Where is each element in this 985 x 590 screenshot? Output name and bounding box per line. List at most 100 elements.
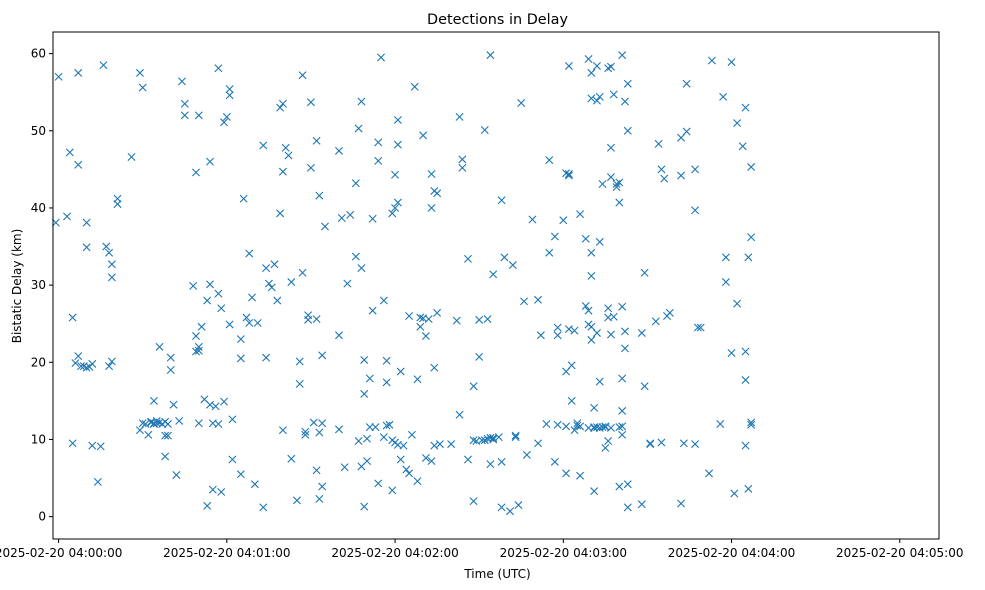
data-point-214 <box>458 155 467 164</box>
data-point-370 <box>733 299 742 308</box>
data-point-180 <box>393 115 402 124</box>
data-point-322 <box>615 178 624 187</box>
data-point-126 <box>306 163 315 172</box>
data-point-157 <box>363 434 372 443</box>
data-point-208 <box>435 440 444 449</box>
data-point-159 <box>365 423 374 432</box>
data-point-341 <box>646 440 655 449</box>
data-point-118 <box>295 379 304 388</box>
data-point-119 <box>295 357 304 366</box>
data-point-31 <box>135 68 144 77</box>
data-point-156 <box>363 457 372 466</box>
data-point-259 <box>559 216 568 225</box>
data-point-105 <box>267 283 276 292</box>
y-tick-label-0: 0 <box>38 510 46 524</box>
data-point-270 <box>570 426 579 435</box>
data-point-39 <box>149 396 158 405</box>
data-point-145 <box>346 210 355 219</box>
data-point-366 <box>727 349 736 358</box>
data-point-18 <box>93 477 102 486</box>
data-point-359 <box>696 323 705 332</box>
data-point-33 <box>138 419 147 428</box>
data-point-227 <box>483 315 492 324</box>
data-point-277 <box>581 301 590 310</box>
data-point-117 <box>292 496 301 505</box>
data-point-244 <box>517 99 526 107</box>
data-point-349 <box>677 499 686 508</box>
data-point-173 <box>388 209 397 218</box>
data-point-79 <box>214 64 223 73</box>
data-point-92 <box>236 335 245 344</box>
data-point-326 <box>618 430 627 439</box>
data-point-58 <box>180 99 189 108</box>
data-point-129 <box>312 466 321 475</box>
data-point-264 <box>564 171 573 180</box>
data-point-190 <box>410 82 419 91</box>
data-point-168 <box>379 296 388 305</box>
data-point-123 <box>301 427 310 436</box>
data-point-130 <box>312 136 321 145</box>
data-point-95 <box>245 318 254 327</box>
data-point-309 <box>604 437 613 445</box>
data-point-257 <box>553 331 562 340</box>
data-point-343 <box>654 139 663 148</box>
data-point-107 <box>273 296 282 305</box>
data-point-256 <box>553 420 562 429</box>
data-point-207 <box>433 189 442 198</box>
data-point-377 <box>744 484 753 493</box>
y-tick-label-5: 50 <box>31 124 46 138</box>
data-point-329 <box>620 97 629 106</box>
data-point-314 <box>606 423 615 432</box>
data-point-59 <box>189 281 198 290</box>
data-point-334 <box>623 503 632 512</box>
data-point-247 <box>528 215 537 224</box>
data-point-321 <box>615 198 624 207</box>
data-point-210 <box>452 316 461 325</box>
data-point-62 <box>192 332 200 341</box>
data-point-338 <box>640 382 649 391</box>
data-point-101 <box>259 503 268 512</box>
data-point-141 <box>334 425 343 434</box>
data-point-185 <box>399 441 408 450</box>
data-point-172 <box>385 420 394 429</box>
data-point-271 <box>570 326 579 335</box>
data-point-358 <box>693 323 702 332</box>
data-point-97 <box>248 293 257 302</box>
data-point-375 <box>741 376 750 385</box>
data-point-331 <box>620 327 629 336</box>
data-point-319 <box>615 423 624 432</box>
data-point-17 <box>88 441 97 450</box>
data-point-342 <box>651 317 660 326</box>
data-point-328 <box>618 374 627 383</box>
data-point-71 <box>206 280 215 289</box>
data-point-87 <box>225 320 234 329</box>
data-point-211 <box>455 410 464 419</box>
data-point-335 <box>623 79 632 88</box>
data-point-86 <box>225 91 234 100</box>
data-point-158 <box>365 374 374 383</box>
data-point-171 <box>382 421 391 430</box>
data-point-181 <box>393 140 402 149</box>
data-point-289 <box>590 403 599 412</box>
data-point-167 <box>379 433 388 442</box>
data-point-179 <box>393 198 402 207</box>
data-point-183 <box>396 367 405 376</box>
data-point-76 <box>211 402 220 411</box>
data-point-24 <box>107 357 116 366</box>
data-point-106 <box>270 260 279 269</box>
data-point-318 <box>612 183 621 192</box>
data-point-203 <box>430 363 439 372</box>
data-point-21 <box>102 242 111 251</box>
data-point-192 <box>413 477 422 486</box>
data-point-67 <box>197 322 206 331</box>
data-point-284 <box>587 271 596 280</box>
data-point-198 <box>421 453 430 462</box>
data-point-6 <box>71 359 80 368</box>
x-tick-label-3: 2025-02-20 04:03:00 <box>500 546 627 560</box>
data-point-177 <box>391 203 400 212</box>
data-point-313 <box>606 143 615 152</box>
data-point-114 <box>284 151 293 160</box>
data-point-89 <box>228 415 237 424</box>
chart-title: Detections in Delay <box>427 12 568 28</box>
